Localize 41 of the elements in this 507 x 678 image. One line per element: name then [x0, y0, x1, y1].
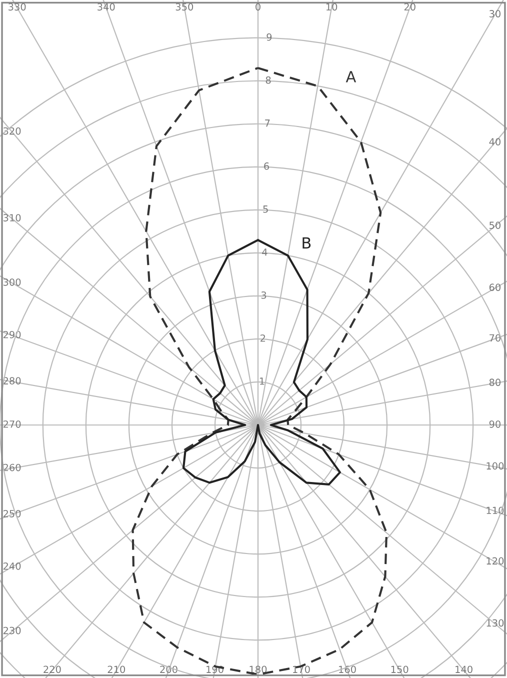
spoke-label: 90	[489, 420, 500, 428]
spoke-label: 40	[489, 138, 500, 146]
spoke-label: 330	[8, 3, 26, 11]
y-tick-label: 4	[262, 248, 268, 256]
y-tick-label: 9	[266, 33, 272, 41]
spoke-label: 280	[3, 377, 21, 384]
spoke-label: 30	[490, 10, 500, 18]
spoke-label: 100	[486, 462, 504, 470]
spoke-label: 130	[486, 619, 504, 627]
spoke-label: 260	[3, 464, 21, 472]
spoke-label: 270	[3, 420, 21, 428]
spoke-label: 310	[4, 214, 21, 222]
spoke-label: 80	[489, 378, 500, 386]
y-tick-label: 7	[265, 120, 270, 127]
spoke-label: 70	[490, 334, 500, 342]
spoke-label: 150	[391, 666, 408, 674]
series-label: A	[346, 71, 356, 82]
y-tick-label: 1	[260, 378, 264, 385]
spoke-label: 0	[256, 3, 260, 11]
spoke-label: 230	[3, 626, 21, 634]
spoke-label: 60	[489, 284, 500, 292]
spoke-label: 110	[486, 506, 504, 514]
spoke-label: 250	[3, 510, 21, 518]
y-tick-label: 6	[264, 162, 269, 170]
spoke-label: 220	[44, 666, 61, 674]
spoke-label: 240	[3, 562, 21, 570]
spoke-label: 340	[98, 3, 115, 11]
spoke-label: 300	[4, 278, 21, 286]
series-label: B	[302, 237, 311, 248]
spoke-label: 350	[176, 3, 194, 11]
y-tick-label: 3	[261, 291, 266, 299]
y-tick-label: 8	[266, 76, 271, 84]
y-tick-label: 2	[260, 334, 266, 342]
spoke-label: 120	[486, 557, 504, 565]
spoke-label: 20	[404, 3, 416, 11]
spoke-label: 10	[326, 3, 338, 11]
spoke-label: 210	[108, 666, 126, 674]
spoke-label: 160	[339, 666, 356, 674]
spoke-label: 50	[490, 222, 500, 229]
spoke-label: 140	[456, 666, 472, 674]
y-tick-label: 5	[263, 206, 268, 213]
